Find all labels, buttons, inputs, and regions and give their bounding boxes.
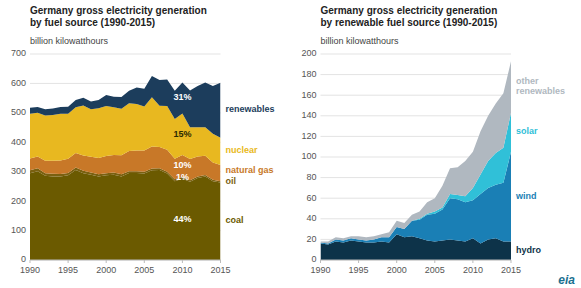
x-tick-label: 1995: [349, 265, 369, 275]
x-tick-label: 2000: [387, 265, 407, 275]
text-line: solar: [516, 127, 538, 137]
y-tick-label: 200: [301, 48, 316, 58]
text-line: hydro: [516, 245, 542, 255]
text-line: by renewable fuel source (1990-2015): [321, 17, 498, 28]
text-line: Germany gross electricity generation: [321, 5, 498, 16]
grid-line: [30, 260, 221, 261]
annotations: 31% 15% 10% 1% 44%: [173, 92, 191, 223]
grid: [30, 54, 221, 260]
x-axis-line: [321, 260, 512, 261]
text-line: nuclear: [226, 146, 259, 156]
y-tick-label: 180: [301, 69, 316, 79]
chart-subtitle: billion kilowatthours: [30, 36, 109, 46]
x-tick-label: 2005: [134, 265, 154, 275]
area-0: [30, 170, 221, 260]
legend-label: wind: [515, 191, 537, 201]
legend-label: nuclear: [226, 146, 259, 156]
y-tick-label: 140: [301, 110, 316, 120]
area-3: [321, 61, 512, 243]
area-4: [30, 76, 221, 138]
y-tick-label: 40: [306, 213, 316, 223]
legend-label: hydro: [516, 245, 542, 255]
y-tick-label: 100: [301, 151, 316, 161]
grid-line: [321, 95, 512, 96]
legend-label: renewables: [226, 105, 275, 115]
y-tick-label: 60: [306, 193, 316, 203]
y-tick-label: 400: [11, 137, 26, 147]
x-tick-label: 2010: [172, 265, 192, 275]
x-tick-label: 2010: [463, 265, 483, 275]
chart-panel: Germany gross electricity generationby r…: [301, 5, 575, 287]
x-tick: [358, 260, 359, 263]
chart-figure: Germany gross electricity generationby f…: [0, 0, 581, 288]
chart-title: Germany gross electricity generationby f…: [30, 5, 207, 28]
x-tick-label: 1990: [20, 265, 40, 275]
y-tick-label: 0: [311, 254, 316, 264]
share-label: 1%: [176, 172, 189, 182]
chart-panel: Germany gross electricity generationby f…: [11, 5, 275, 275]
text-line: natural gas: [226, 166, 274, 176]
x-tick-label: 2005: [425, 265, 445, 275]
y-tick-label: 100: [11, 225, 26, 235]
text-line: oil: [226, 176, 237, 186]
x-tick: [472, 260, 473, 263]
y-tick-label: 200: [11, 196, 26, 206]
x-tick-label: 2000: [96, 265, 116, 275]
x-tick: [182, 260, 183, 263]
chart-title: Germany gross electricity generationby r…: [321, 5, 498, 28]
y-tick-label: 160: [301, 90, 316, 100]
text-line: by fuel source (1990-2015): [30, 17, 155, 28]
text-line: wind: [515, 191, 537, 201]
x-tick: [30, 260, 31, 263]
x-tick: [144, 260, 145, 263]
x-tick: [396, 260, 397, 263]
annotations: eia: [558, 273, 575, 287]
legend-label: coal: [226, 216, 244, 226]
text-line: renewables: [516, 87, 565, 97]
x-tick: [68, 260, 69, 263]
logo-text: eia: [558, 273, 575, 287]
x-tick-label: 1990: [310, 265, 330, 275]
share-label: 10%: [173, 160, 191, 170]
x-tick: [511, 260, 512, 263]
grid: [321, 54, 512, 260]
x-tick: [434, 260, 435, 263]
grid-line: [30, 54, 221, 55]
legend-label: solar: [516, 127, 538, 137]
page: {"chart_data": [ {"type": "area", "stack…: [0, 0, 581, 288]
x-tick-label: 1995: [58, 265, 78, 275]
share-label: 44%: [173, 214, 191, 224]
x-tick: [320, 260, 321, 263]
legend-label: natural gas: [226, 166, 274, 176]
x-tick-label: 2015: [210, 265, 230, 275]
areas: [30, 76, 221, 260]
y-tick-label: 600: [11, 78, 26, 88]
grid-line: [321, 54, 512, 55]
areas: [321, 61, 512, 260]
y-tick-label: 20: [306, 234, 316, 244]
x-tick: [106, 260, 107, 263]
grid-line: [321, 260, 512, 261]
grid-line: [321, 74, 512, 75]
x-tick-label: 2015: [501, 265, 521, 275]
text-line: coal: [226, 216, 244, 226]
y-tick-label: 120: [301, 131, 316, 141]
legend-label: oil: [226, 176, 237, 186]
text-line: Germany gross electricity generation: [30, 5, 207, 16]
x-axis-line: [30, 260, 221, 261]
chart-subtitle: billion kilowatthours: [321, 36, 400, 46]
text-line: renewables: [226, 105, 275, 115]
y-tick-label: 80: [306, 172, 316, 182]
x-tick: [220, 260, 221, 263]
share-label: 15%: [173, 129, 191, 139]
y-tick-label: 700: [11, 48, 26, 58]
grid-line: [321, 115, 512, 116]
y-tick-label: 300: [11, 166, 26, 176]
grid-line: [30, 83, 221, 84]
y-tick-label: 0: [21, 254, 26, 264]
share-label: 31%: [173, 92, 191, 102]
y-tick-label: 500: [11, 107, 26, 117]
legend-label: otherrenewables: [516, 76, 565, 97]
text-line: other: [516, 76, 539, 86]
